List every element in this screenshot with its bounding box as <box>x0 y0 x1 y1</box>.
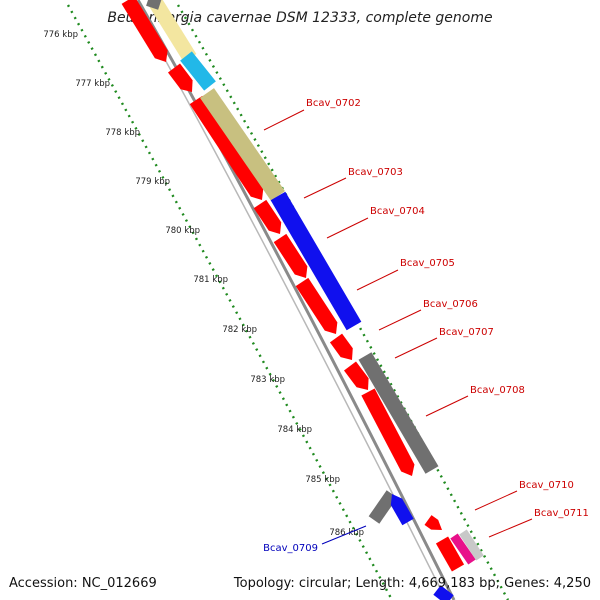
tick-label: 781 kbp <box>193 275 228 285</box>
gene-label: Bcav_0708 <box>470 385 525 396</box>
tick-label: 786 kbp <box>329 528 364 538</box>
gene-label-leader <box>303 177 347 199</box>
tick-label: 776 kbp <box>43 30 78 40</box>
blue-feature <box>270 191 362 331</box>
cds-feature <box>344 361 369 390</box>
gene-label: Bcav_0705 <box>400 258 455 269</box>
cds-feature <box>253 199 282 234</box>
lightgrey-feature <box>459 529 484 561</box>
cds-feature <box>295 277 338 334</box>
gene-label-leader <box>488 518 533 538</box>
gene-label-leader <box>425 395 469 417</box>
cds-feature <box>424 515 442 530</box>
tick-labels: 776 kbp 777 kbp 778 kbp 779 kbp 780 kbp 781 k… <box>43 30 364 538</box>
tick-label: 785 kbp <box>305 475 340 485</box>
gene-label-leader <box>474 490 518 511</box>
grey-feature <box>368 490 398 524</box>
tick-label: 780 kbp <box>165 226 200 236</box>
tick-label: 782 kbp <box>222 325 257 335</box>
gene-label-leader <box>263 109 305 131</box>
feature-track <box>121 0 484 600</box>
gene-label: Bcav_0706 <box>423 299 478 310</box>
cds-feature <box>329 333 353 360</box>
cds-feature <box>361 388 415 476</box>
tick-label: 783 kbp <box>250 375 285 385</box>
gene-label: Bcav_0704 <box>370 206 425 217</box>
tick-label: 777 kbp <box>75 79 110 89</box>
cds-feature <box>435 536 465 572</box>
blue-feature <box>433 585 454 600</box>
tick-track-inner <box>66 4 394 600</box>
accession-text: Accession: NC_012669 <box>9 576 157 591</box>
gene-label: Bcav_0703 <box>348 167 403 178</box>
gene-label: Bcav_0709 <box>263 543 318 554</box>
gene-label-leader <box>326 217 369 239</box>
cds-feature <box>273 233 308 278</box>
gene-label-leader <box>321 525 367 545</box>
tick-label: 779 kbp <box>135 177 170 187</box>
olive-feature <box>200 88 285 201</box>
cds-feature <box>168 63 193 92</box>
genome-title: Beutenbergia cavernae DSM 12333, complet… <box>107 10 492 26</box>
blue-feature <box>390 494 414 526</box>
topology-text: Topology: circular; Length: 4,669,183 bp… <box>233 576 591 591</box>
yellow-feature <box>147 0 197 62</box>
gene-label-leader <box>394 337 438 359</box>
grey-feature <box>146 0 162 10</box>
pink-feature <box>450 533 476 565</box>
gene-label: Bcav_0702 <box>306 98 361 109</box>
tick-label: 784 kbp <box>277 425 312 435</box>
cyan-feature <box>180 51 216 91</box>
gene-label: Bcav_0711 <box>534 508 589 519</box>
gene-label-leader <box>378 309 422 331</box>
grey-feature <box>358 352 439 474</box>
gene-label: Bcav_0710 <box>519 480 574 491</box>
gene-label: Bcav_0707 <box>439 327 494 338</box>
cds-feature <box>121 0 168 62</box>
gene-label-leader <box>356 269 399 291</box>
gene-labels: Bcav_0702 Bcav_0703 Bcav_0704 Bcav_0705 Bcav… <box>263 98 589 554</box>
tick-label: 778 kbp <box>105 128 140 138</box>
cds-feature <box>189 95 264 200</box>
